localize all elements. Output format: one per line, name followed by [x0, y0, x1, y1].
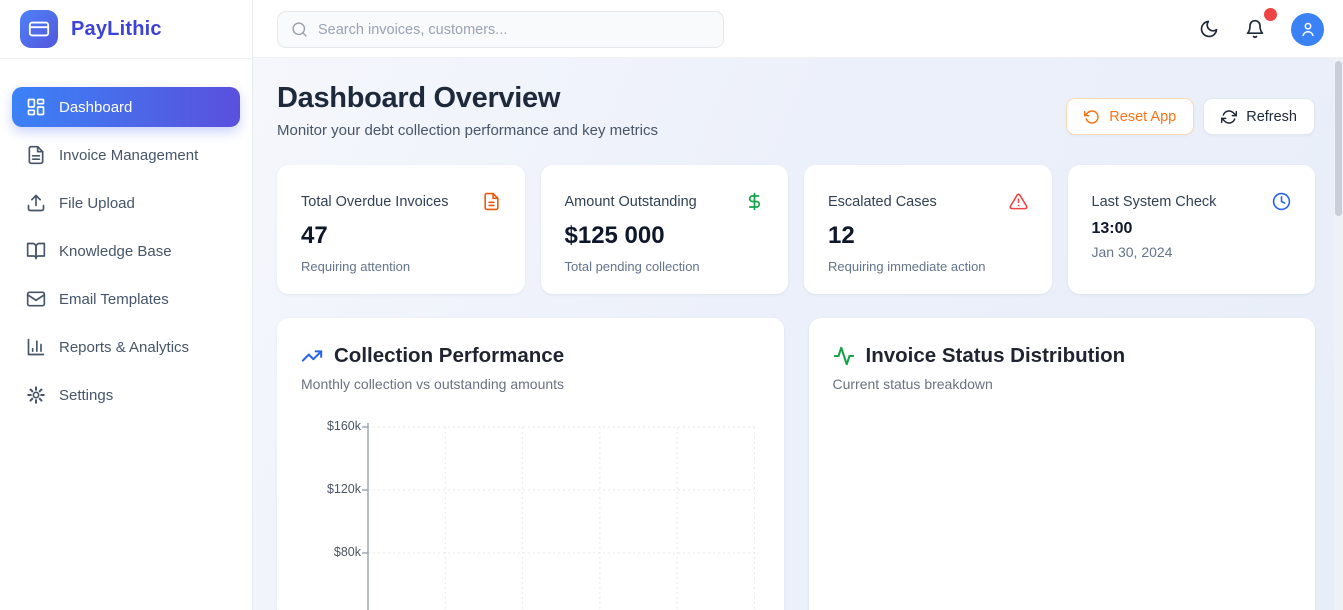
stat-label: Last System Check: [1091, 193, 1217, 210]
file-text-icon: [26, 145, 46, 165]
chart-subtitle: Monthly collection vs outstanding amount…: [301, 376, 565, 392]
dashboard-grid-icon: [26, 97, 46, 117]
alert-triangle-icon: [1008, 192, 1028, 211]
stat-label: Escalated Cases: [828, 193, 937, 210]
bar-chart-icon: [26, 337, 46, 357]
stat-sub: Total pending collection: [564, 259, 700, 274]
sidebar: PayLithic Dashboard Invoice Management F…: [0, 0, 253, 610]
stat-sub: Requiring immediate action: [828, 259, 986, 274]
stat-sub: Jan 30, 2024: [1091, 244, 1173, 260]
stat-value: 13:00: [1091, 220, 1133, 237]
sidebar-item-label: Invoice Management: [59, 146, 199, 164]
topbar-actions: [1199, 0, 1324, 58]
reset-app-button[interactable]: Reset App: [1066, 98, 1195, 135]
sidebar-item-settings[interactable]: Settings: [12, 375, 240, 415]
sidebar-item-email-templates[interactable]: Email Templates: [12, 279, 240, 319]
rotate-ccw-icon: [1084, 109, 1100, 125]
trending-up-icon: [301, 345, 323, 367]
refresh-button[interactable]: Refresh: [1203, 98, 1315, 135]
chart-title: Invoice Status Distribution: [865, 344, 1126, 367]
sidebar-item-label: Dashboard: [59, 98, 133, 116]
sidebar-item-file-upload[interactable]: File Upload: [12, 183, 240, 223]
topbar: [253, 0, 1343, 58]
header-actions: Reset App Refresh: [1066, 98, 1315, 135]
dollar-icon: [745, 192, 764, 211]
y-tick-120k: $120k: [326, 482, 361, 496]
page-header: Dashboard Overview Monitor your debt col…: [277, 82, 1315, 139]
stat-card-total-overdue: Total Overdue Invoices 47 Requiring atte…: [277, 165, 525, 294]
moon-icon: [1199, 19, 1219, 39]
sidebar-item-label: Knowledge Base: [59, 242, 172, 260]
avatar[interactable]: [1291, 12, 1324, 46]
collection-performance-card: Collection Performance Monthly collectio…: [277, 318, 784, 610]
sidebar-item-invoice-management[interactable]: Invoice Management: [12, 135, 240, 175]
stats-row: Total Overdue Invoices 47 Requiring atte…: [277, 165, 1315, 294]
y-tick-80k: $80k: [333, 545, 361, 559]
brand-header: PayLithic: [0, 0, 252, 59]
credit-card-icon: [28, 18, 50, 40]
stat-sub: Requiring attention: [301, 259, 411, 274]
book-open-icon: [26, 241, 46, 261]
user-icon: [1299, 20, 1317, 38]
sidebar-item-label: Settings: [59, 386, 114, 404]
chart-title: Collection Performance: [334, 344, 565, 367]
brand-logo: [20, 10, 58, 48]
sidebar-item-label: Email Templates: [59, 290, 169, 308]
stat-card-amount-outstanding: Amount Outstanding $125 000 Total pendin…: [540, 165, 788, 294]
y-tick-160k: $160k: [326, 419, 361, 433]
dark-mode-toggle[interactable]: [1199, 19, 1219, 39]
sidebar-nav: Dashboard Invoice Management File Upload…: [0, 59, 252, 415]
stat-value: $125 000: [564, 222, 665, 249]
main-content: Dashboard Overview Monitor your debt col…: [253, 58, 1343, 610]
stat-value: 47: [301, 222, 328, 249]
sidebar-item-dashboard[interactable]: Dashboard: [12, 87, 240, 127]
search-input[interactable]: [318, 21, 710, 38]
notifications-button[interactable]: [1245, 8, 1277, 39]
activity-icon: [833, 345, 855, 367]
reset-app-label: Reset App: [1109, 108, 1177, 125]
brand-name: PayLithic: [71, 17, 162, 40]
stat-label: Total Overdue Invoices: [301, 193, 449, 210]
clock-icon: [1272, 192, 1291, 211]
stat-value: 12: [828, 222, 855, 249]
gear-icon: [26, 385, 46, 405]
page-title: Dashboard Overview: [277, 82, 561, 114]
stat-card-escalated-cases: Escalated Cases 12 Requiring immediate a…: [804, 165, 1052, 294]
sidebar-item-label: Reports & Analytics: [59, 338, 190, 356]
sidebar-item-knowledge-base[interactable]: Knowledge Base: [12, 231, 240, 271]
search-box[interactable]: [277, 11, 724, 48]
scrollbar-track[interactable]: [1334, 58, 1343, 610]
upload-icon: [26, 193, 46, 213]
ghost-overlay-artifact: [1056, 521, 1165, 573]
notification-badge: [1264, 8, 1277, 21]
page-subtitle: Monitor your debt collection performance…: [277, 122, 659, 139]
file-text-icon: [482, 192, 501, 211]
sidebar-item-label: File Upload: [59, 194, 135, 212]
invoice-status-card: Invoice Status Distribution Current stat…: [808, 318, 1315, 610]
stat-card-last-system-check: Last System Check 13:00 Jan 30, 2024: [1067, 165, 1315, 294]
mail-icon: [26, 289, 46, 309]
scrollbar-thumb[interactable]: [1335, 61, 1342, 216]
bell-icon: [1245, 19, 1265, 39]
refresh-label: Refresh: [1246, 108, 1297, 125]
sidebar-item-reports-analytics[interactable]: Reports & Analytics: [12, 327, 240, 367]
chart-subtitle: Current status breakdown: [832, 376, 993, 392]
line-chart: [362, 423, 755, 610]
search-icon: [291, 21, 308, 38]
charts-row: Collection Performance Monthly collectio…: [277, 318, 1315, 610]
stat-label: Amount Outstanding: [564, 193, 697, 210]
refresh-icon: [1221, 109, 1238, 125]
